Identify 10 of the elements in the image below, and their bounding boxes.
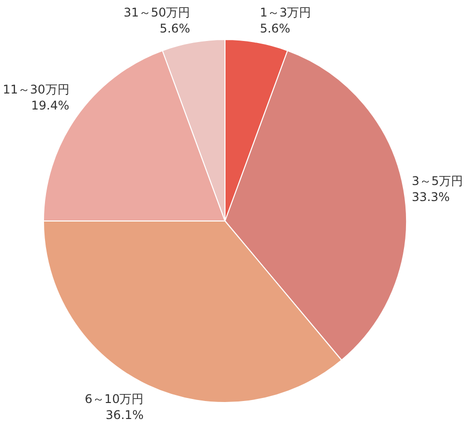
slice-label: 31～50万円 [124,5,190,20]
data-label: 5.6% [160,21,190,36]
slice-label: 11～30万円 [2,82,70,97]
slice-label: 3～5万円 [412,174,463,188]
data-label: 33.3% [412,190,450,204]
data-label: 19.4% [31,98,70,113]
slice-label: 1～3万円 [260,5,312,20]
slice-label: 6～10万円 [84,392,144,406]
data-label: 36.1% [106,408,144,422]
data-label: 5.6% [260,21,290,36]
